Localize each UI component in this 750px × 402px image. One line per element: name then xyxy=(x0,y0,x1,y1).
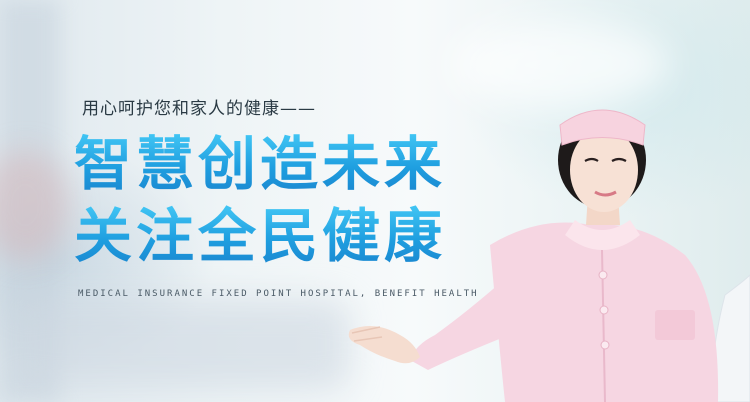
headline-line2: 关注全民健康 xyxy=(74,202,447,270)
tagline: 用心呵护您和家人的健康—— xyxy=(82,99,316,119)
english-subtitle: MEDICAL INSURANCE FIXED POINT HOSPITAL, … xyxy=(78,289,479,299)
nurse-illustration xyxy=(348,109,750,402)
background-blur xyxy=(450,20,670,110)
background-blur xyxy=(0,150,70,260)
background-blur xyxy=(20,300,350,390)
headline-line1: 智慧创造未来 xyxy=(74,130,447,198)
